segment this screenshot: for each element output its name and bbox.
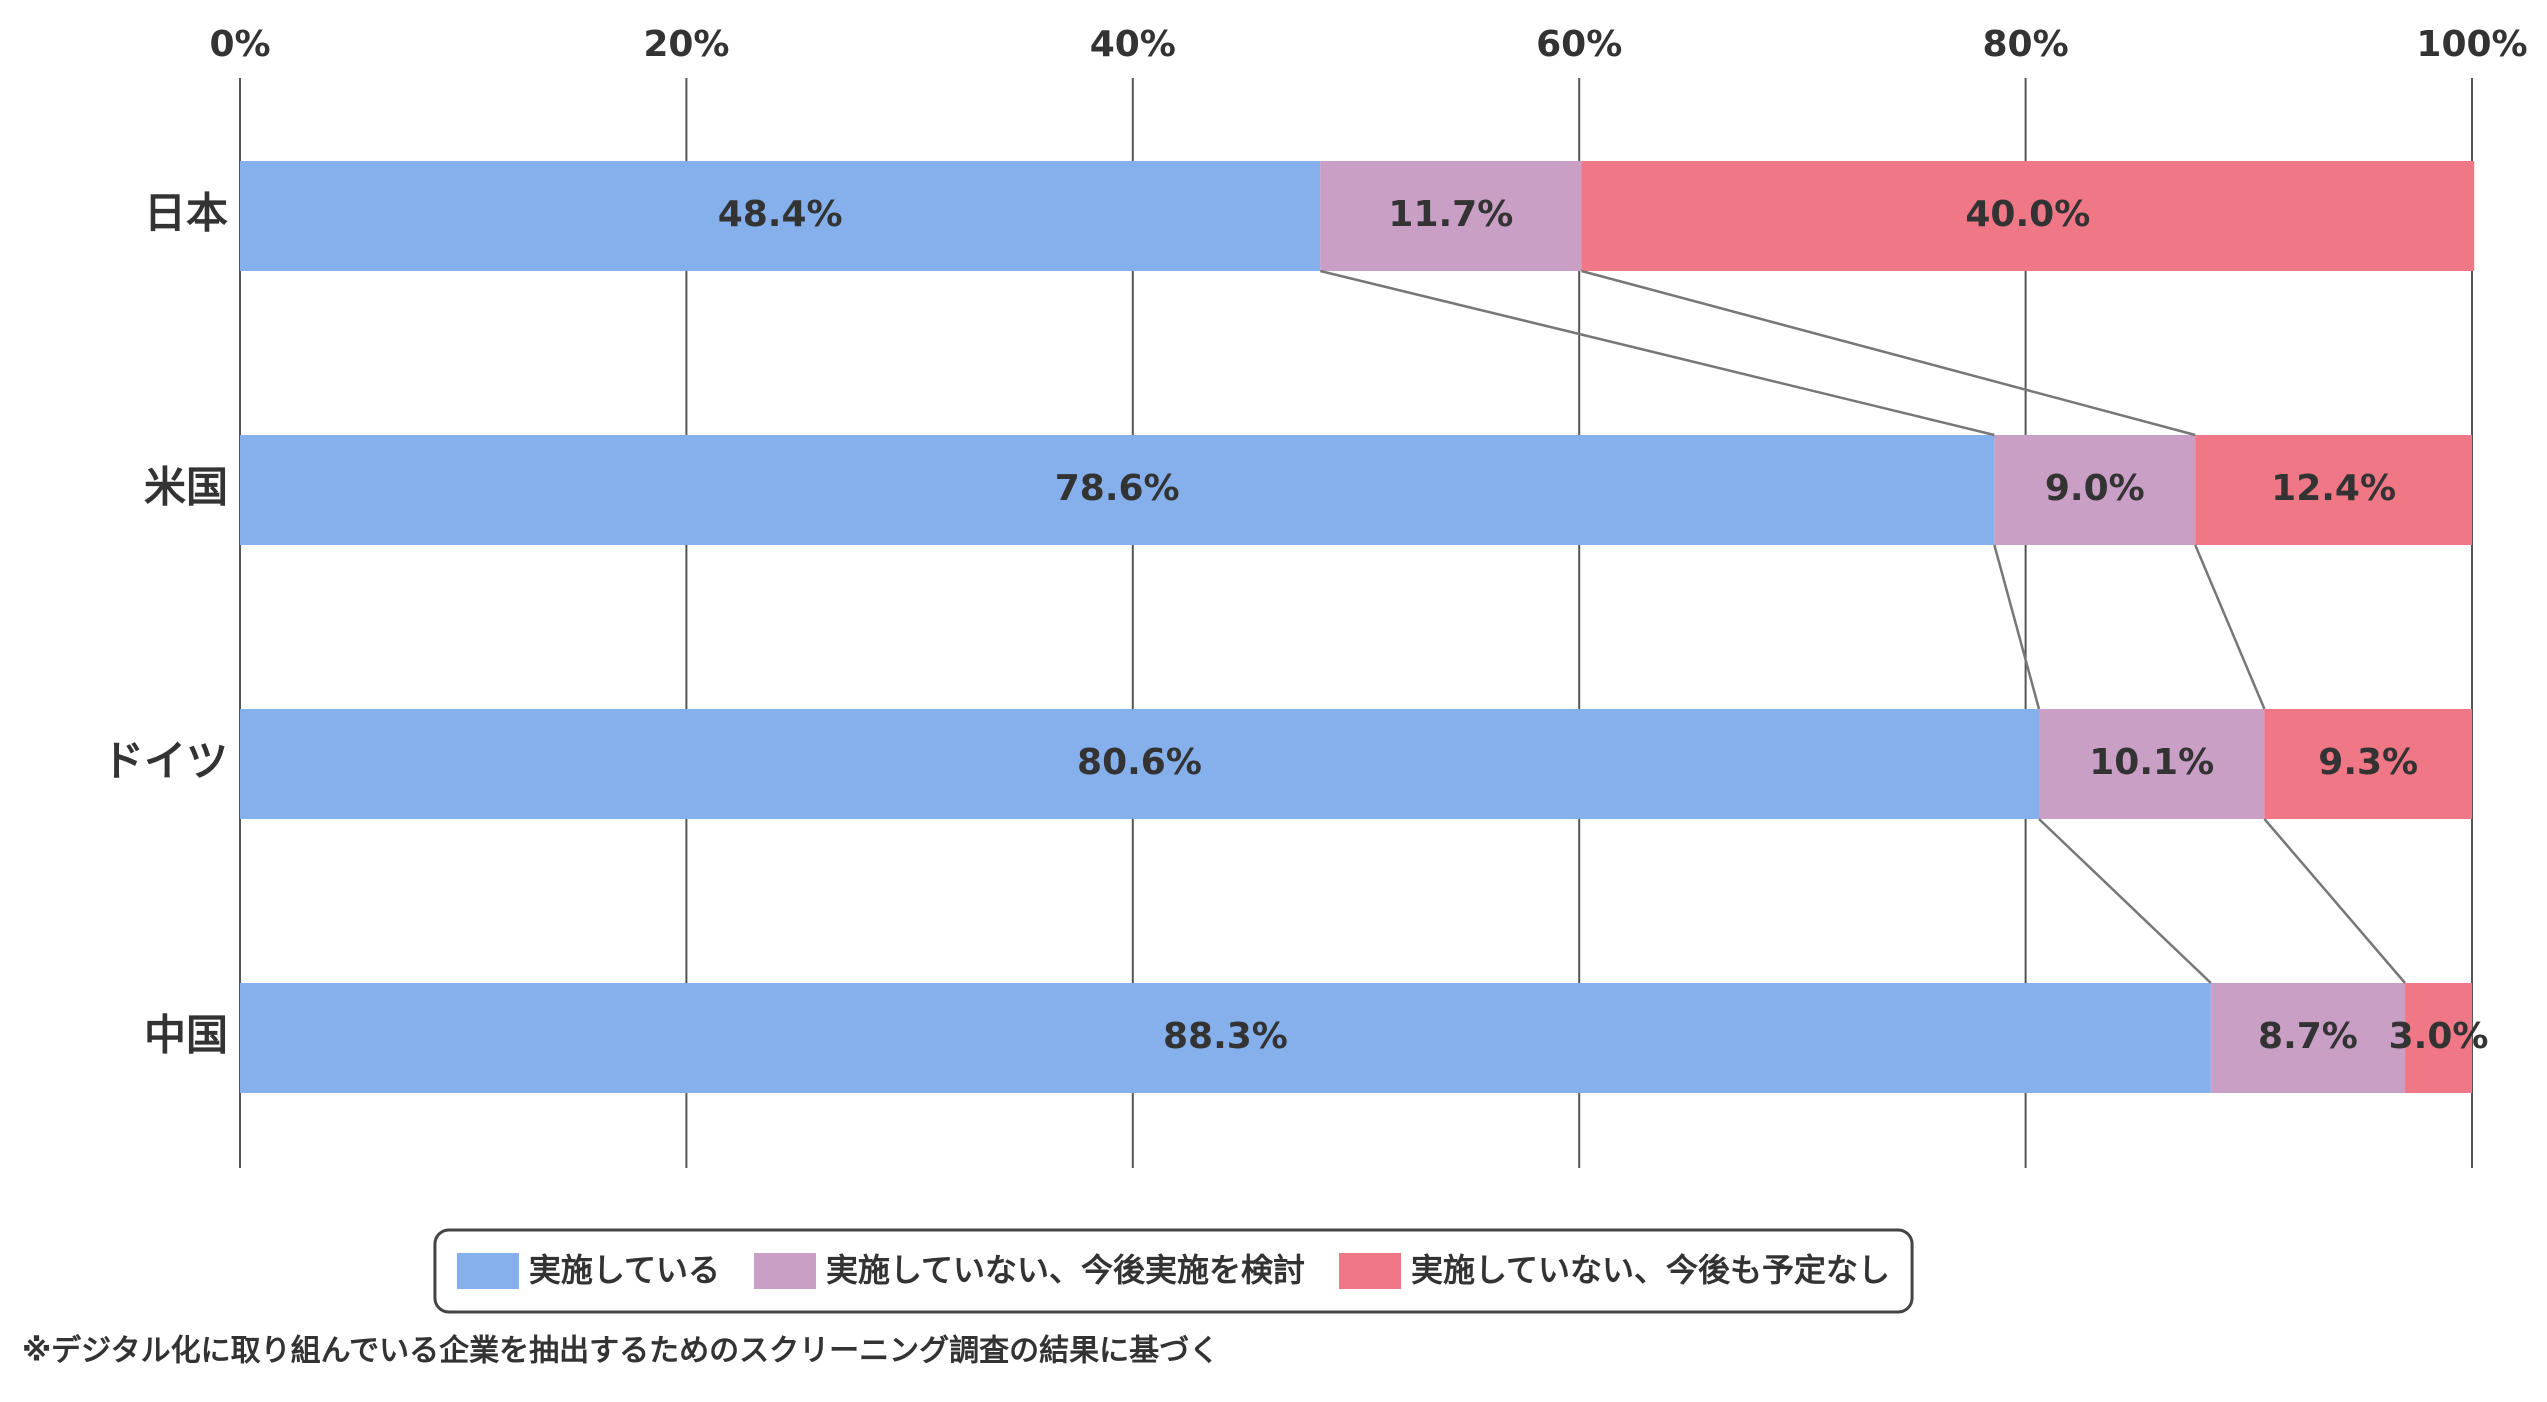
legend-label: 実施している: [529, 1251, 720, 1289]
bar-segment: [240, 983, 2211, 1093]
y-tick-label: 米国: [144, 463, 228, 512]
x-tick-label: 60%: [1536, 24, 1622, 65]
connector-line: [1319, 269, 1995, 437]
bar-segment: [2264, 709, 2472, 819]
bar-segment: [2210, 983, 2406, 1093]
data-label: 78.6%: [1055, 468, 1180, 509]
bar-segment: [2405, 983, 2472, 1093]
legend-swatch: [753, 1253, 816, 1289]
bar-segment: [240, 435, 1995, 545]
legend: 実施している 実施していない、今後実施を検討 実施していない、今後も予定なし: [433, 1228, 1914, 1314]
legend-box: [433, 1228, 1914, 1314]
legend-label: 実施していない、今後も予定なし: [1411, 1251, 1890, 1289]
data-label: 48.4%: [718, 194, 843, 235]
y-tick-label: 日本: [144, 189, 228, 238]
connector-line: [2194, 544, 2266, 710]
x-tick-label: 40%: [1090, 24, 1176, 65]
bar-segment: [240, 709, 2039, 819]
data-label: 9.0%: [2045, 468, 2145, 509]
data-label: 9.3%: [2318, 742, 2418, 783]
bar-segment: [1320, 161, 1582, 271]
x-tick-label: 0%: [209, 24, 270, 65]
bar-segment: [2038, 709, 2265, 819]
bar-segment: [1994, 435, 2196, 545]
legend-swatch: [1339, 1253, 1402, 1289]
y-tick-label: 中国: [144, 1011, 228, 1060]
data-label: 12.4%: [2271, 468, 2396, 509]
connector-line: [2263, 818, 2406, 984]
data-label: 3.0%: [2389, 1016, 2489, 1057]
connector-line: [1993, 544, 2041, 710]
data-label: 88.3%: [1163, 1016, 1288, 1057]
data-label: 80.6%: [1077, 742, 1202, 783]
bar-segment: [2195, 435, 2472, 545]
bar-segment: [240, 161, 1321, 271]
bar-segment: [1581, 161, 2475, 271]
connector-line: [1581, 269, 2196, 437]
data-label: 11.7%: [1388, 194, 1513, 235]
footnote: ※デジタル化に取り組んでいる企業を抽出するためのスクリーニング調査の結果に基づく: [22, 1334, 1219, 1369]
x-tick-label: 20%: [643, 24, 729, 65]
connector-line: [2038, 818, 2212, 984]
legend-swatch: [456, 1253, 519, 1289]
x-tick-label: 100%: [2416, 24, 2527, 65]
data-label: 8.7%: [2258, 1016, 2358, 1057]
data-label: 10.1%: [2089, 742, 2214, 783]
x-tick-label: 80%: [1983, 24, 2069, 65]
y-tick-label: ドイツ: [102, 737, 228, 786]
data-label: 40.0%: [1965, 194, 2090, 235]
legend-label: 実施していない、今後実施を検討: [826, 1251, 1305, 1289]
